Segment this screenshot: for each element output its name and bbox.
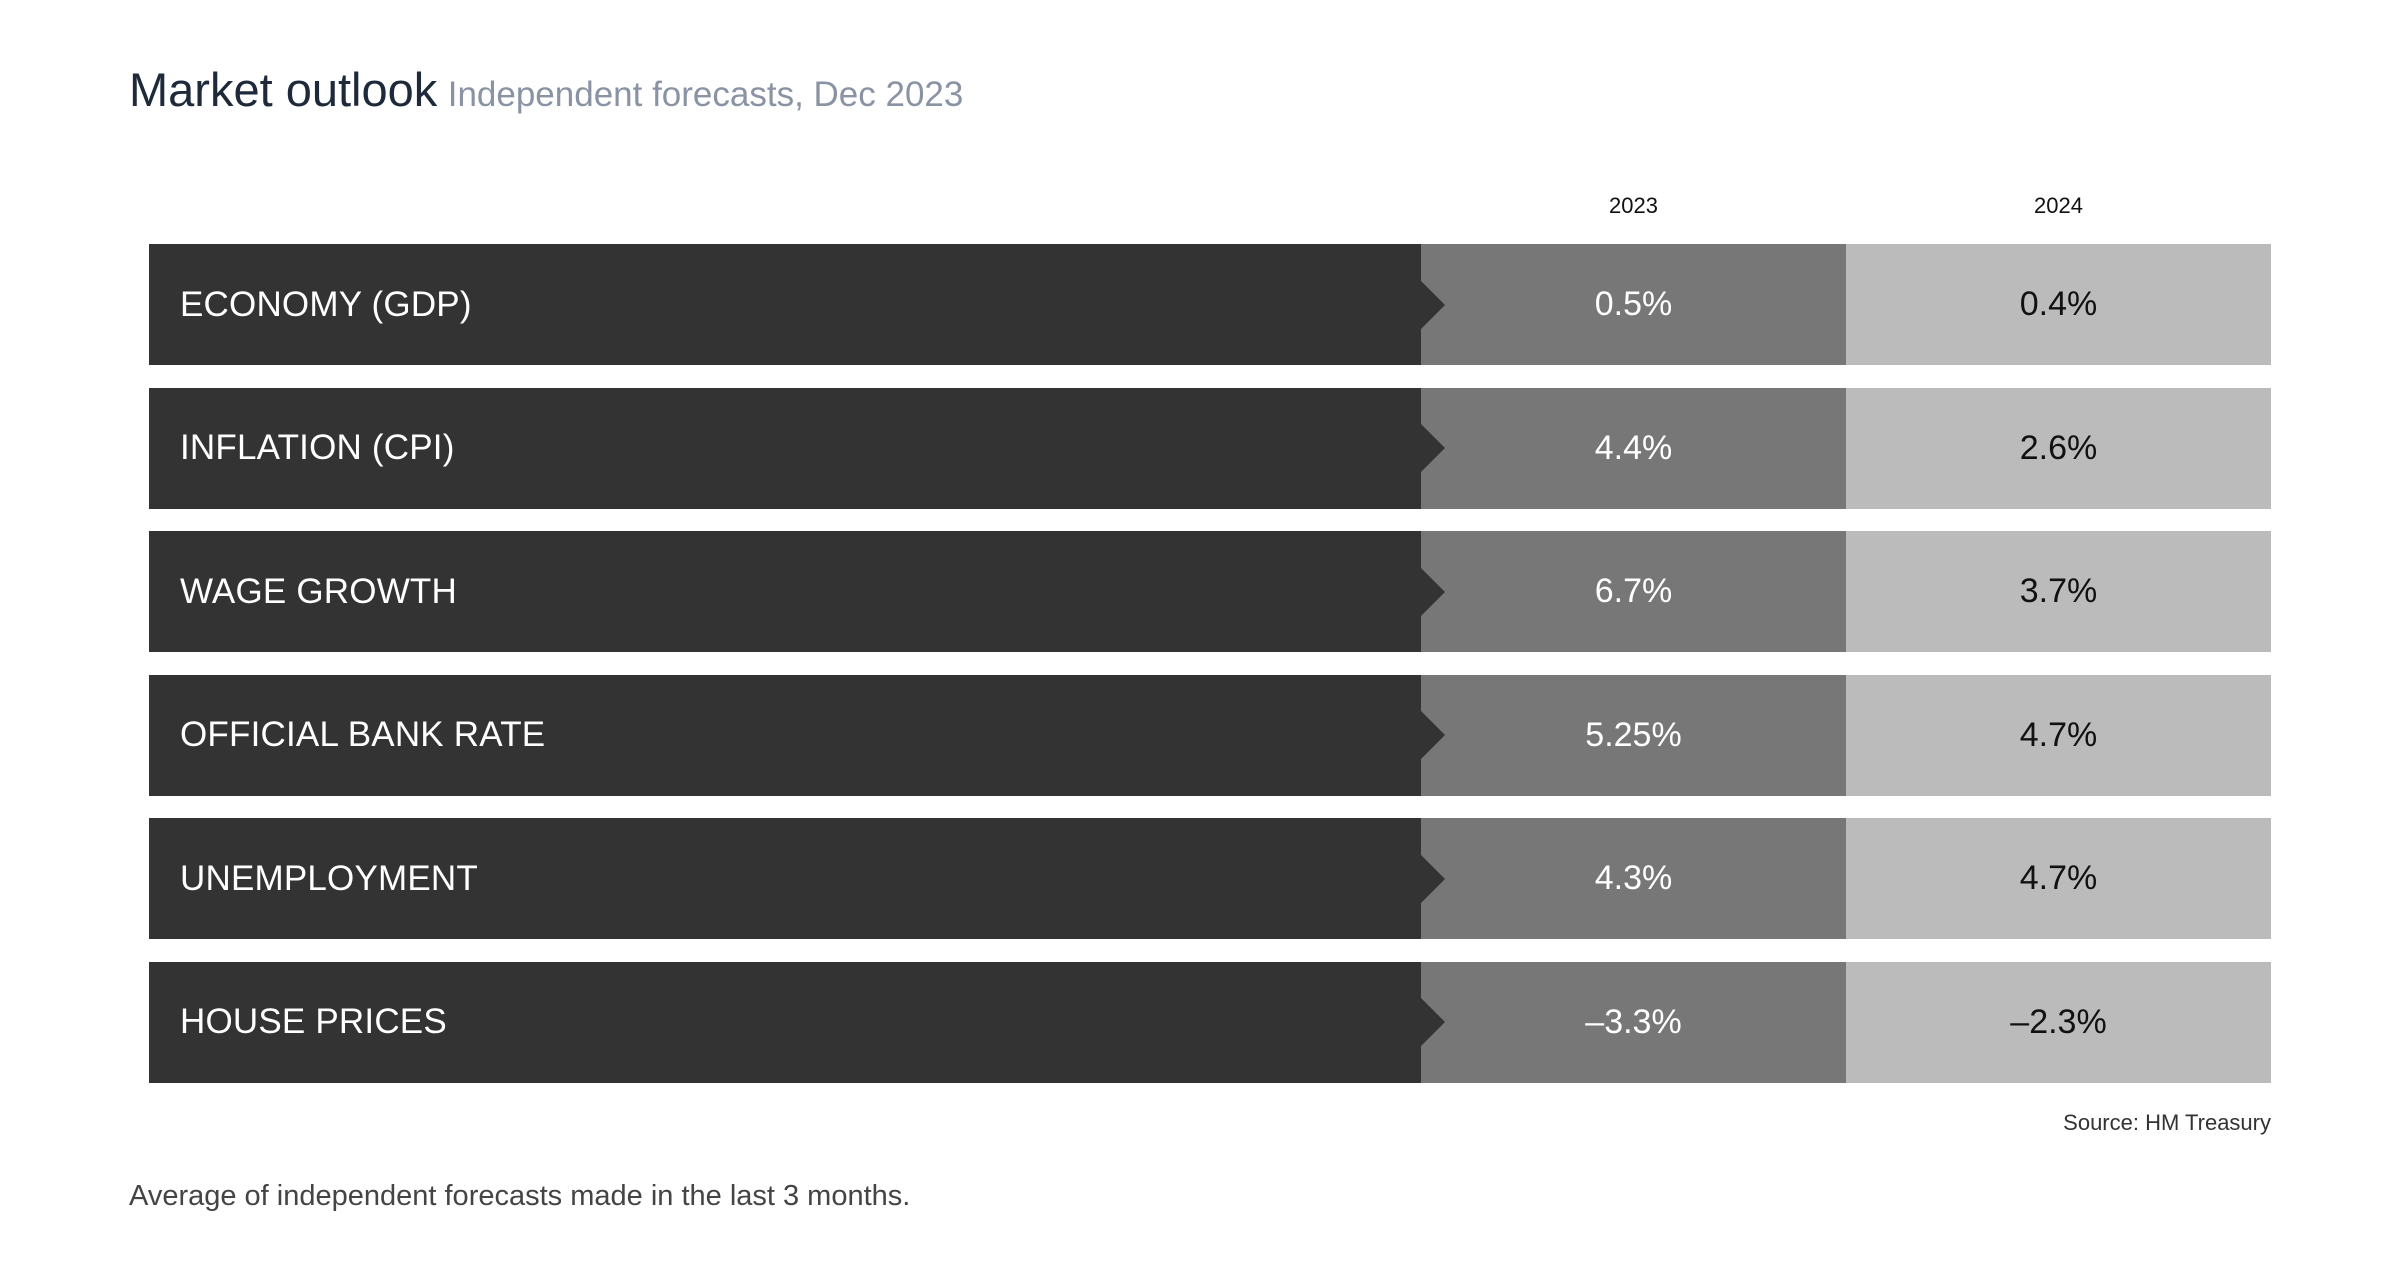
row-label: UNEMPLOYMENT <box>149 818 1421 939</box>
forecast-table: ECONOMY (GDP) 0.5% 0.4% INFLATION (CPI) … <box>149 244 2271 1105</box>
column-header-2023: 2023 <box>1609 193 1658 218</box>
value-cell-2024: 4.7% <box>1846 674 2271 796</box>
table-row: HOUSE PRICES –3.3% –2.3% <box>149 961 2271 1083</box>
chart-title: Market outlook <box>129 63 438 116</box>
table-row: OFFICIAL BANK RATE 5.25% 4.7% <box>149 674 2271 796</box>
column-header-2024: 2024 <box>2034 193 2083 218</box>
value-cell-2024: 4.7% <box>1846 818 2271 939</box>
value-cell-2023: –3.3% <box>1421 961 1846 1083</box>
value-cell-2024: 0.4% <box>1846 244 2271 365</box>
chart-subtitle: Independent forecasts, Dec 2023 <box>447 75 964 114</box>
value-cell-2024: 3.7% <box>1846 531 2271 652</box>
row-label: OFFICIAL BANK RATE <box>149 674 1421 796</box>
value-cell-2023: 6.7% <box>1421 531 1846 652</box>
row-label: ECONOMY (GDP) <box>149 244 1421 365</box>
footnote: Average of independent forecasts made in… <box>129 1180 911 1212</box>
value-cell-2023: 4.3% <box>1421 818 1846 939</box>
value-cell-2023: 4.4% <box>1421 387 1846 509</box>
value-cell-2024: 2.6% <box>1846 387 2271 509</box>
value-cell-2023: 0.5% <box>1421 244 1846 365</box>
chart-title-block: Market outlook Independent forecasts, De… <box>129 62 963 117</box>
row-label: WAGE GROWTH <box>149 531 1421 652</box>
row-label: INFLATION (CPI) <box>149 387 1421 509</box>
table-row: UNEMPLOYMENT 4.3% 4.7% <box>149 818 2271 939</box>
value-cell-2024: –2.3% <box>1846 961 2271 1083</box>
source-note: Source: HM Treasury <box>2063 1110 2271 1135</box>
table-row: WAGE GROWTH 6.7% 3.7% <box>149 531 2271 652</box>
row-label: HOUSE PRICES <box>149 961 1421 1083</box>
value-cell-2023: 5.25% <box>1421 674 1846 796</box>
table-row: INFLATION (CPI) 4.4% 2.6% <box>149 387 2271 509</box>
table-row: ECONOMY (GDP) 0.5% 0.4% <box>149 244 2271 365</box>
